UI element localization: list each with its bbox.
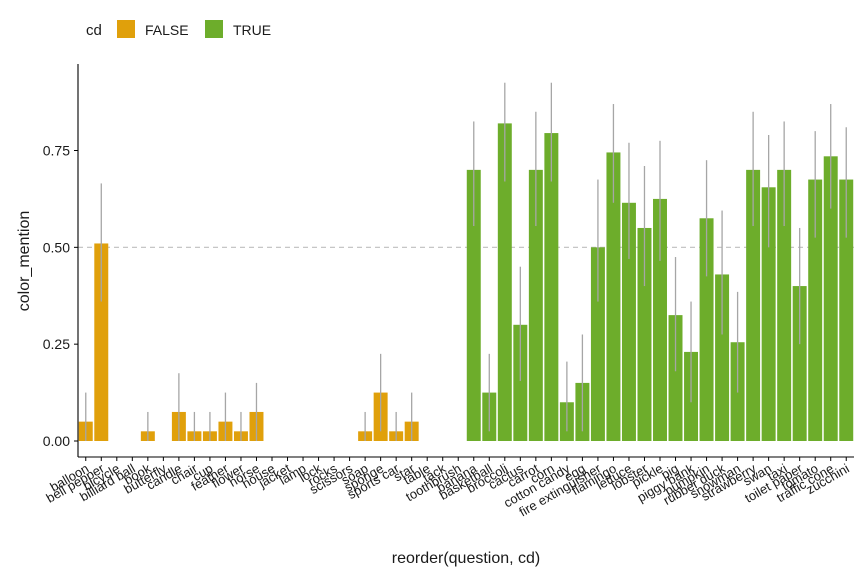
bar-lobster: [637, 227, 652, 441]
bar-pickle: [653, 198, 667, 441]
bar-bell-pepper: [94, 243, 109, 441]
legend: cd FALSE TRUE: [86, 20, 271, 39]
bar-banana: [466, 169, 481, 441]
y-tick-label: 0.25: [43, 336, 70, 352]
y-axis-ticks: 0.00 0.25 0.50 0.75: [43, 143, 78, 449]
y-axis-title: color_mention: [16, 211, 33, 312]
bar-zucchini: [839, 179, 854, 442]
legend-swatch-false: [117, 20, 135, 38]
bar-cactus: [513, 324, 528, 441]
bar-fire-extinguisher: [590, 247, 605, 441]
bar-tomato: [808, 179, 823, 442]
bars: [78, 123, 854, 442]
bar-lettuce: [621, 202, 636, 441]
y-tick-label: 0.75: [43, 143, 70, 159]
y-tick-label: 0.50: [43, 239, 70, 255]
legend-swatch-true: [205, 20, 223, 38]
x-axis-title: reorder(question, cd): [392, 550, 541, 567]
error-bars: [85, 82, 847, 441]
bar-pumpkin: [699, 218, 714, 441]
bar-swan: [761, 187, 776, 441]
bar-flamingo: [606, 152, 621, 442]
bar-toilet-paper: [792, 286, 807, 441]
y-tick-label: 0.00: [43, 433, 70, 449]
legend-label-false: FALSE: [145, 22, 189, 38]
bar-carrot: [528, 169, 543, 441]
legend-label-true: TRUE: [233, 22, 271, 38]
bar-taxi: [777, 169, 792, 441]
legend-title: cd: [86, 22, 102, 39]
bar-broccoli: [497, 123, 512, 442]
bar-corn: [544, 133, 559, 441]
bar-traffic-cone: [823, 156, 838, 441]
bar-rubber-duck: [715, 274, 730, 441]
bar-strawberry: [746, 169, 761, 441]
bar-pig: [668, 315, 683, 441]
